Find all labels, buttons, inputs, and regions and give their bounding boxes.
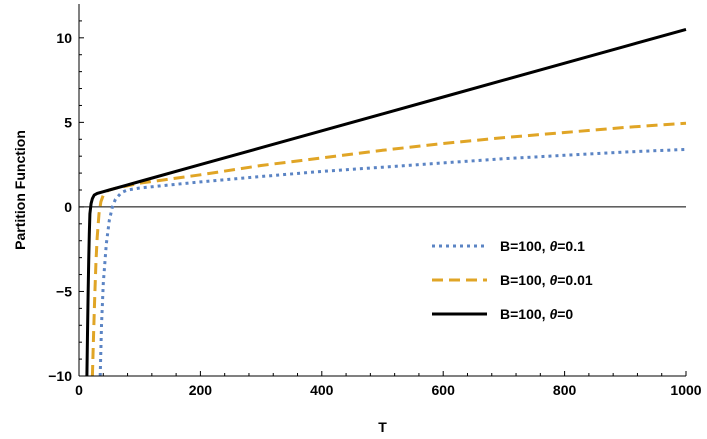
y-tick-label: −5 <box>56 283 72 299</box>
y-axis-label: Partition Function <box>12 130 28 250</box>
series-line-2 <box>85 27 687 377</box>
x-tick-label: 0 <box>75 382 83 398</box>
legend-prefix: B=100, <box>500 272 549 288</box>
legend-prefix: B=100, <box>500 306 549 322</box>
y-tick-label: 0 <box>64 199 72 215</box>
legend-entry-2: B=100, θ=0 <box>500 306 573 322</box>
legend-symbol: θ <box>549 272 557 288</box>
x-ticks: 0 200 400 600 800 1000 <box>75 371 702 398</box>
legend: B=100, θ=0.1B=100, θ=0.01B=100, θ=0 <box>432 238 593 322</box>
x-tick-label: 600 <box>432 382 456 398</box>
y-tick-label: −10 <box>48 368 72 384</box>
legend-entry-0: B=100, θ=0.1 <box>500 238 585 254</box>
legend-suffix: =0.1 <box>557 238 585 254</box>
legend-symbol: θ <box>549 306 557 322</box>
series-group <box>85 27 687 377</box>
legend-entry-1: B=100, θ=0.01 <box>500 272 593 288</box>
y-tick-label: 5 <box>64 114 72 130</box>
y-ticks: −10 −5 0 5 10 <box>48 20 84 384</box>
x-axis-label: T <box>378 419 387 435</box>
x-tick-label: 400 <box>310 382 334 398</box>
legend-suffix: =0 <box>557 306 573 322</box>
legend-prefix: B=100, <box>500 238 549 254</box>
legend-suffix: =0.01 <box>557 272 593 288</box>
x-tick-label: 200 <box>189 382 213 398</box>
series-line-1 <box>90 121 687 377</box>
x-tick-label: 1000 <box>670 382 701 398</box>
y-tick-label: 10 <box>56 30 72 46</box>
legend-symbol: θ <box>549 238 557 254</box>
series-line-0 <box>98 147 687 377</box>
x-tick-label: 800 <box>553 382 577 398</box>
